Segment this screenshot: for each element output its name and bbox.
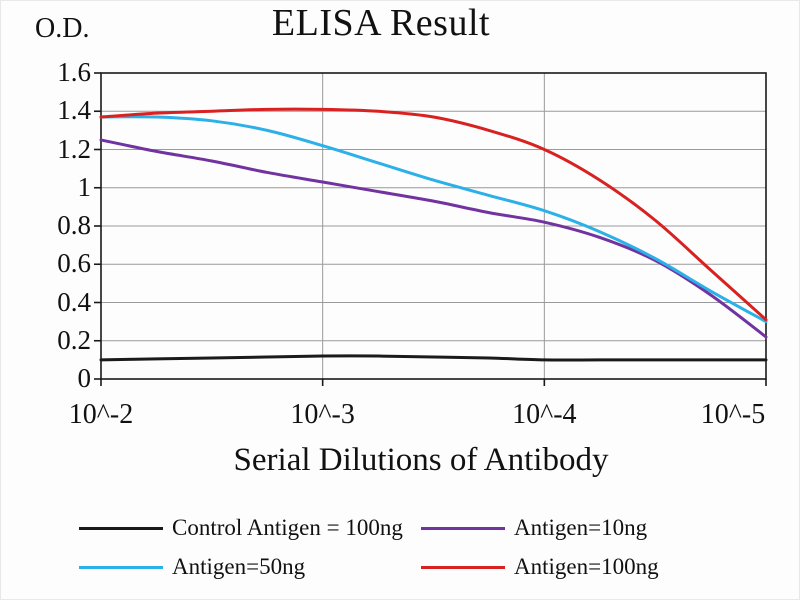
x-tick-label: 10^-2 (68, 399, 134, 430)
x-tick-label: 10^-4 (512, 399, 577, 430)
y-tick-label: 1.4 (57, 95, 91, 126)
y-tick-label: 1.2 (57, 133, 91, 164)
y-axis-title: O.D. (35, 13, 90, 44)
y-tick-label: 0.6 (57, 248, 91, 279)
legend-line-swatch (79, 565, 163, 569)
legend-item-control-antigen-100ng: Control Antigen = 100ng (79, 515, 421, 541)
series-line-antigen-100ng (99, 107, 768, 322)
y-tick-label: 0.8 (57, 210, 91, 240)
series-line-antigen-10ng (99, 138, 768, 339)
series-line-control-antigen-100ng (99, 354, 768, 362)
legend-label: Antigen=10ng (514, 515, 648, 540)
y-tick-label: 0.2 (57, 324, 91, 355)
legend-item-antigen-100ng: Antigen=100ng (421, 554, 747, 580)
x-tick-label: 10^-3 (290, 399, 355, 430)
y-tick-label: 1 (77, 171, 92, 202)
legend-line-swatch (421, 565, 505, 569)
legend-label: Antigen=50ng (172, 554, 306, 579)
legend-item-antigen-10ng: Antigen=10ng (421, 515, 747, 541)
x-axis-label: Serial Dilutions of Antibody (233, 442, 609, 478)
legend-label: Antigen=100ng (514, 554, 659, 579)
y-tick-label: 0.4 (57, 286, 91, 317)
y-tick-label: 1.6 (57, 57, 91, 87)
y-tick-label: 0 (77, 363, 92, 393)
chart-title: ELISA Result (271, 2, 491, 44)
legend-label: Control Antigen = 100ng (172, 515, 403, 540)
legend-line-swatch (79, 526, 163, 530)
x-tick-label: 10^-5 (700, 399, 766, 430)
legend: Control Antigen = 100ng Antigen=10ng Antig… (79, 515, 747, 580)
series-line-antigen-50ng (99, 115, 768, 324)
legend-item-antigen-50ng: Antigen=50ng (79, 554, 421, 580)
legend-line-swatch (421, 526, 505, 530)
plot-area (94, 72, 768, 386)
